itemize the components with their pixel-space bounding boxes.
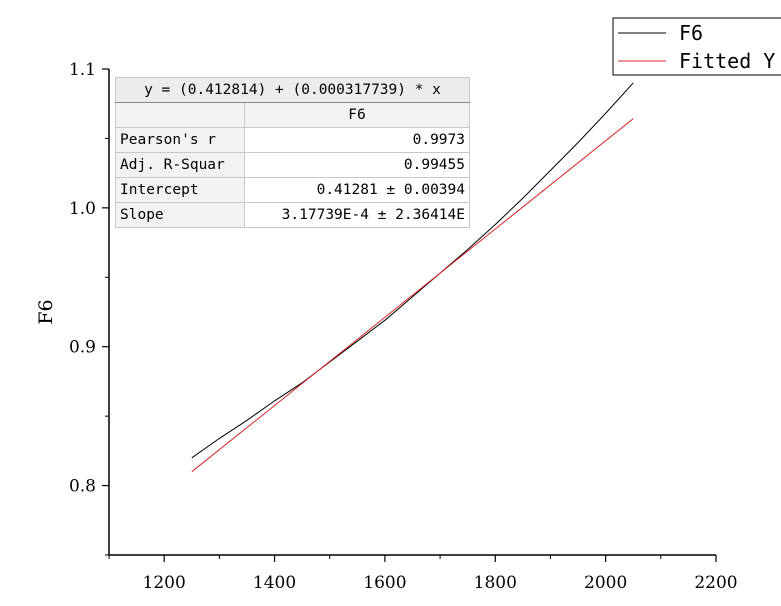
fit-row-label: Pearson's r [115, 127, 245, 153]
ticks: 1200 1400 1600 1800 2000 2200 0.8 0.9 1.0 1.1 [69, 60, 738, 593]
fit-results-table: y = (0.412814) + (0.000317739) * x F6 Pe… [115, 77, 470, 228]
x-tick-label: 2000 [584, 573, 627, 593]
legend-label-f6: F6 [679, 21, 703, 45]
fit-row-label: Slope [115, 202, 245, 228]
y-tick-label: 0.8 [69, 477, 96, 497]
y-tick-label: 0.9 [69, 338, 96, 358]
axes [108, 69, 716, 556]
series-layer [191, 82, 634, 473]
x-tick-label: 1600 [363, 573, 406, 593]
fit-row-value: 0.9973 [244, 127, 470, 153]
x-tick-label: 1400 [253, 573, 296, 593]
fit-row-value: 0.41281 ± 0.00394 [244, 177, 470, 203]
y-tick-label: 1.1 [69, 60, 96, 80]
fit-column-header: F6 [244, 102, 470, 128]
fit-row-adj-r-square: Adj. R-Squar 0.99455 [115, 152, 470, 178]
legend-label-fitted-y: Fitted Y [679, 49, 775, 73]
fit-row-intercept: Intercept 0.41281 ± 0.00394 [115, 177, 470, 203]
fit-row-value: 3.17739E-4 ± 2.36414E [244, 202, 470, 228]
x-tick-label: 2200 [694, 573, 737, 593]
y-tick-label: 1.0 [69, 199, 96, 219]
legend-box [612, 17, 781, 76]
fit-row-slope: Slope 3.17739E-4 ± 2.36414E [115, 202, 470, 228]
series-line-fitted-y [191, 118, 634, 473]
x-tick-label: 1200 [143, 573, 186, 593]
fit-row-value: 0.99455 [244, 152, 470, 178]
fit-row-label: Intercept [115, 177, 245, 203]
x-tick-label: 1800 [474, 573, 517, 593]
fit-row-pearson: Pearson's r 0.9973 [115, 127, 470, 153]
fit-row-label: Adj. R-Squar [115, 152, 245, 178]
y-axis-title: F6 [35, 299, 57, 324]
legend: F6 Fitted Y [612, 17, 781, 76]
fit-equation: y = (0.412814) + (0.000317739) * x [115, 77, 470, 103]
fit-header-blank [115, 102, 245, 128]
series-line-f6 [191, 82, 634, 459]
